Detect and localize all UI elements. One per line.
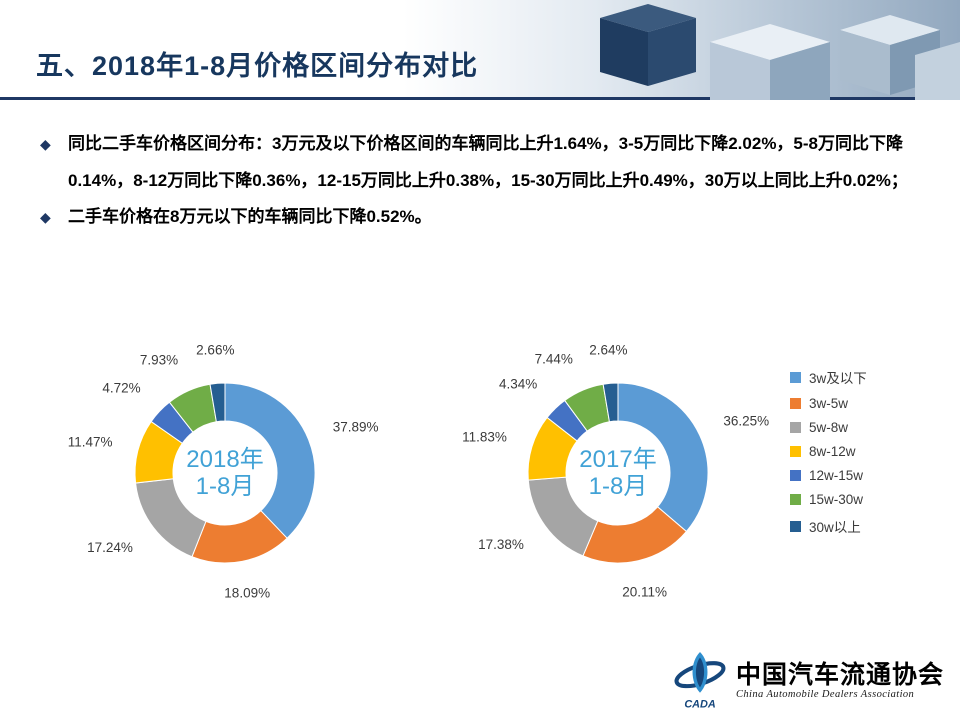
legend-item: 15w-30w (790, 492, 867, 507)
segment-value-label: 18.09% (224, 586, 270, 601)
bullet-text: 同比二手车价格区间分布：3万元及以下价格区间的车辆同比上升1.64%，3-5万同… (68, 134, 908, 190)
slide-title: 五、2018年1-8月价格区间分布对比 (36, 51, 479, 81)
donut-segment-5w-8w (527, 476, 599, 557)
donut-center-label: 2018年 (186, 446, 263, 473)
legend-item: 3w及以下 (790, 367, 867, 387)
segment-value-label: 7.44% (535, 352, 573, 367)
legend-swatch (790, 371, 801, 383)
bullet-item: ◆ 二手车价格在8万元以下的车辆同比下降0.52%。 (40, 199, 922, 236)
bullet-text: 二手车价格在8万元以下的车辆同比下降0.52%。 (68, 207, 432, 227)
donut-segment-3w及以下 (224, 382, 316, 539)
chart-legend: 3w及以下 3w-5w 5w-8w 8w-12w 12w-15w 15w-30w 30w以上 (790, 367, 867, 545)
donut-center-label: 1-8月 (196, 473, 255, 500)
segment-value-label: 2.66% (196, 342, 234, 357)
legend-item: 30w以上 (790, 516, 867, 536)
slide-header: 五、2018年1-8月价格区间分布对比 (0, 0, 960, 100)
segment-value-label: 37.89% (333, 419, 379, 434)
legend-swatch (790, 470, 801, 481)
legend-label: 30w以上 (809, 520, 861, 535)
donut-center-label: 1-8月 (589, 473, 648, 500)
legend-item: 5w-8w (790, 420, 867, 435)
legend-swatch (790, 494, 801, 505)
donut-segment-3w及以下 (617, 382, 709, 533)
bullet-diamond-icon: ◆ (40, 209, 51, 226)
legend-swatch (790, 422, 801, 433)
legend-label: 3w及以下 (809, 371, 867, 386)
donut-segment-30w以上 (602, 382, 619, 423)
bullet-item: ◆ 同比二手车价格区间分布：3万元及以下价格区间的车辆同比上升1.64%，3-5… (40, 126, 922, 199)
legend-item: 3w-5w (790, 396, 867, 411)
legend-label: 12w-15w (809, 468, 864, 483)
segment-value-label: 17.24% (87, 540, 133, 555)
segment-value-label: 7.93% (140, 353, 178, 368)
segment-value-label: 2.64% (589, 342, 627, 357)
org-name-chinese: 中国汽车流通协会 (735, 661, 944, 689)
segment-value-label: 17.38% (478, 537, 524, 552)
legend-label: 3w-5w (809, 396, 849, 411)
segment-value-label: 4.34% (499, 377, 537, 392)
org-name-english: China Automobile Dealers Association (735, 689, 915, 701)
legend-item: 8w-12w (790, 444, 867, 459)
segment-value-label: 11.83% (462, 429, 507, 444)
segment-value-label: 4.72% (102, 381, 140, 396)
cada-logo-wordmark: 中国汽车流通协会 China Automobile Dealers Associ… (736, 662, 944, 701)
legend-swatch (790, 398, 801, 409)
donut-chart-2018: 37.89% 18.09% 17.24% 11.47% 4.72%7.93% 2.66% 2… (68, 342, 379, 601)
legend-label: 5w-8w (809, 420, 849, 435)
legend-swatch (790, 520, 801, 532)
legend-label: 8w-12w (809, 444, 856, 459)
donut-segment-30w以上 (209, 382, 226, 423)
cada-logo-text: CADA (684, 698, 716, 710)
segment-value-label: 20.11% (622, 585, 667, 600)
bullet-list: ◆ 同比二手车价格区间分布：3万元及以下价格区间的车辆同比上升1.64%，3-5… (0, 100, 960, 236)
cada-logo: CADA 中国汽车流通协会 China Automobile Dealers A… (671, 650, 944, 712)
segment-value-label: 11.47% (68, 435, 113, 450)
donut-chart-2017: 36.25% 20.11% 17.38% 11.83% 4.34% 7.44% 2.64% 2… (462, 342, 769, 600)
legend-swatch (790, 446, 801, 457)
donut-center-label: 2017年 (579, 446, 656, 473)
legend-label: 15w-30w (809, 492, 864, 507)
segment-value-label: 36.25% (723, 414, 769, 429)
cada-logo-mark: CADA (674, 652, 726, 710)
legend-item: 12w-15w (790, 468, 867, 483)
bullet-diamond-icon: ◆ (40, 136, 51, 152)
header-cubes-image (600, 4, 960, 100)
charts-area: 37.89% 18.09% 17.24% 11.47% 4.72% 7.93% 2.66% 2… (0, 315, 960, 655)
